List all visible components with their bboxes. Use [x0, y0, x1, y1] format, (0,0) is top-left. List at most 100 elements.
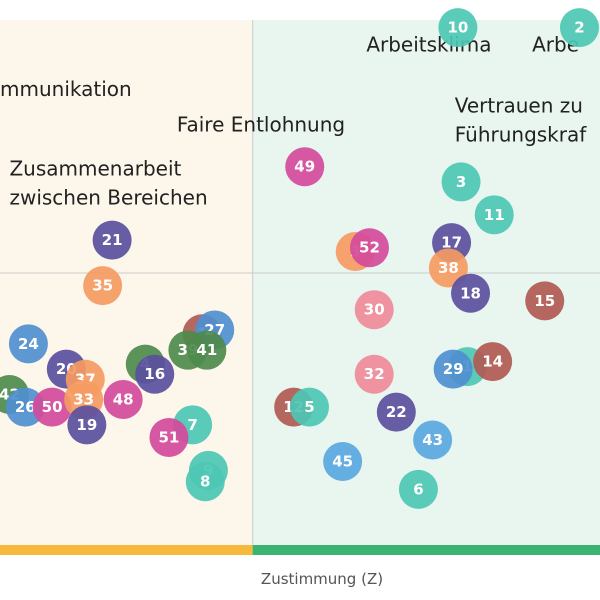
- bubble-label: 43: [422, 431, 443, 449]
- bubble-circle: [438, 8, 478, 48]
- bubble-circle: [559, 8, 599, 48]
- bubble-circle: [451, 273, 491, 313]
- bubble-circle: [289, 387, 329, 427]
- bubble-point: 3: [441, 162, 481, 202]
- bubble-circle: [8, 324, 48, 364]
- bubble-label: 52: [359, 239, 380, 257]
- bubble-label: 33: [73, 391, 94, 409]
- bubble-label: 22: [386, 403, 407, 421]
- bubble-label: 8: [200, 473, 210, 491]
- annotation-line: mmunikation: [0, 77, 132, 101]
- annotation-line: Faire Entlohnung: [177, 112, 345, 136]
- bubble-circle: [376, 392, 416, 432]
- bubble-circle: [83, 266, 123, 306]
- bubble-circle: [349, 228, 389, 268]
- zone-bar-1: [0, 545, 253, 555]
- bubble-label: 6: [413, 480, 423, 498]
- bubble-label: 15: [534, 292, 555, 310]
- bubble-circle: [473, 342, 513, 382]
- zone-bar-2: [252, 545, 600, 555]
- bubble-circle: [428, 248, 468, 288]
- bubble-label: 51: [159, 428, 180, 446]
- bubble-label: 50: [42, 398, 63, 416]
- bubble-point: 14: [473, 342, 513, 382]
- bubble-circle: [433, 349, 473, 389]
- bubble-point: 32: [354, 354, 394, 394]
- zone-color-bars: [0, 545, 600, 555]
- bubble-label: 30: [364, 301, 385, 319]
- bubble-label: 21: [102, 231, 123, 249]
- bubble-label: 16: [144, 365, 165, 383]
- bubble-point: 21: [92, 220, 132, 260]
- bubble-point: 6: [398, 469, 438, 509]
- bubble-circle: [441, 162, 481, 202]
- bubble-point: 30: [354, 290, 394, 330]
- bubble-point: 10: [438, 8, 478, 48]
- bubble-label: 35: [92, 277, 113, 295]
- bubble-circle: [149, 417, 189, 457]
- bubble-circle: [185, 462, 225, 502]
- bubble-point: 45: [323, 442, 363, 482]
- bubble-point: 19: [67, 405, 107, 445]
- bubble-label: 5: [304, 398, 314, 416]
- bubble-circle: [187, 330, 227, 370]
- bubble-circle: [135, 354, 175, 394]
- bubble-circle: [323, 442, 363, 482]
- bubble-point: 22: [376, 392, 416, 432]
- bubble-label: 41: [196, 341, 217, 359]
- bubble-point: 26: [5, 387, 45, 427]
- bubble-circle: [398, 469, 438, 509]
- bubble-point: 35: [83, 266, 123, 306]
- annotation-label: Faire Entlohnung: [177, 112, 345, 136]
- bubble-label: 3: [456, 173, 466, 191]
- data-bubbles: 1024931121173523835181530127243941204163…: [0, 8, 599, 509]
- bubble-point: 11: [474, 195, 514, 235]
- x-axis-label: Zustimmung (Z): [261, 570, 383, 588]
- bubble-label: 26: [15, 398, 36, 416]
- bubble-circle: [474, 195, 514, 235]
- bubble-point: 2: [559, 8, 599, 48]
- bubble-label: 38: [438, 259, 459, 277]
- bubble-label: 48: [113, 391, 134, 409]
- bubble-label: 10: [447, 19, 468, 37]
- bubble-point: 49: [285, 147, 325, 187]
- bubble-circle: [354, 354, 394, 394]
- annotation-line: zwischen Bereichen: [9, 186, 207, 210]
- bubble-point: 48: [103, 380, 143, 420]
- bubble-point: 43: [413, 420, 453, 460]
- bubble-circle: [92, 220, 132, 260]
- bubble-label: 17: [441, 234, 462, 252]
- bubble-point: 51: [149, 417, 189, 457]
- annotation-label: mmunikation: [0, 77, 132, 101]
- bubble-circle: [525, 281, 565, 321]
- bubble-label: 19: [76, 416, 97, 434]
- annotation-line: Vertrauen zu: [455, 93, 583, 117]
- bubble-point: 38: [428, 248, 468, 288]
- bubble-point: 52: [349, 228, 389, 268]
- bubble-circle: [103, 380, 143, 420]
- bubble-label: 11: [484, 206, 505, 224]
- annotation-line: Führungskraf: [455, 122, 588, 146]
- bubble-label: 7: [187, 416, 197, 434]
- bubble-point: 16: [135, 354, 175, 394]
- bubble-label: 2: [574, 19, 584, 37]
- bubble-point: 41: [187, 330, 227, 370]
- bubble-label: 45: [332, 453, 353, 471]
- bubble-point: 15: [525, 281, 565, 321]
- annotation-label: Zusammenarbeit zwischen Bereichen: [9, 157, 207, 210]
- bubble-label: 29: [443, 360, 464, 378]
- bubble-circle: [67, 405, 107, 445]
- bubble-label: 32: [364, 365, 385, 383]
- bubble-circle: [354, 290, 394, 330]
- bubble-circle: [413, 420, 453, 460]
- bubble-circle: [285, 147, 325, 187]
- annotation-line: Zusammenarbeit: [9, 157, 181, 181]
- bubble-point: 18: [451, 273, 491, 313]
- bubble-point: 50: [32, 387, 72, 427]
- bubble-label: 49: [294, 158, 315, 176]
- bubble-point: 29: [433, 349, 473, 389]
- bubble-label: 18: [460, 284, 481, 302]
- bubble-circle: [5, 387, 45, 427]
